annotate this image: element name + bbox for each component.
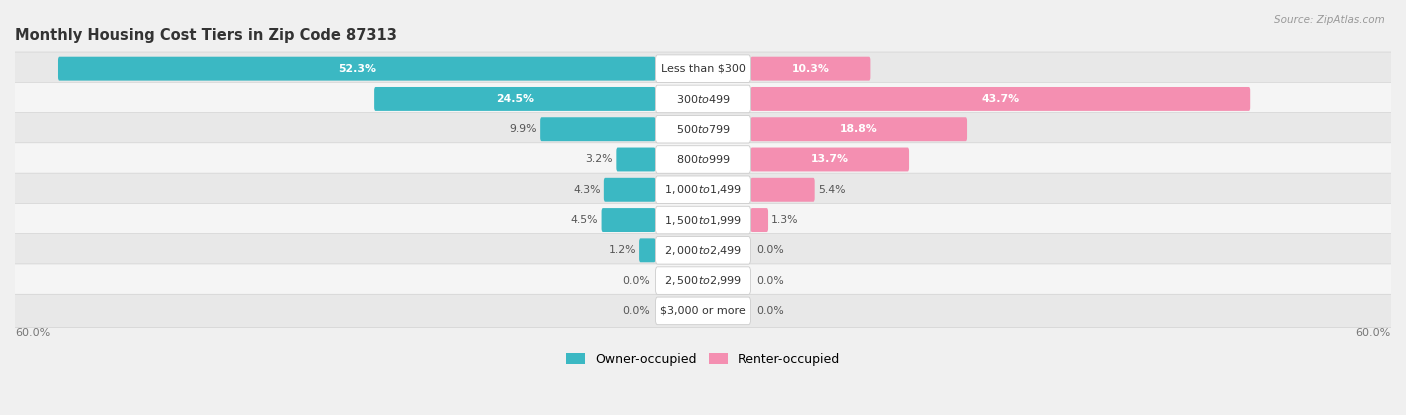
Text: 5.4%: 5.4%	[818, 185, 845, 195]
Text: 1.2%: 1.2%	[609, 245, 636, 255]
Text: 0.0%: 0.0%	[621, 276, 650, 286]
FancyBboxPatch shape	[14, 264, 1392, 297]
FancyBboxPatch shape	[616, 148, 655, 171]
FancyBboxPatch shape	[14, 52, 1392, 85]
FancyBboxPatch shape	[655, 206, 751, 234]
Text: 18.8%: 18.8%	[839, 124, 877, 134]
Text: $2,000 to $2,499: $2,000 to $2,499	[664, 244, 742, 257]
Text: $300 to $499: $300 to $499	[675, 93, 731, 105]
Legend: Owner-occupied, Renter-occupied: Owner-occupied, Renter-occupied	[561, 348, 845, 371]
Text: $800 to $999: $800 to $999	[675, 154, 731, 166]
FancyBboxPatch shape	[374, 87, 655, 111]
Text: 3.2%: 3.2%	[586, 154, 613, 164]
FancyBboxPatch shape	[14, 203, 1392, 237]
Text: 13.7%: 13.7%	[811, 154, 849, 164]
FancyBboxPatch shape	[655, 237, 751, 264]
FancyBboxPatch shape	[655, 115, 751, 143]
Text: 0.0%: 0.0%	[756, 245, 785, 255]
Text: 24.5%: 24.5%	[496, 94, 534, 104]
FancyBboxPatch shape	[540, 117, 655, 141]
Text: $2,500 to $2,999: $2,500 to $2,999	[664, 274, 742, 287]
Text: 60.0%: 60.0%	[1355, 328, 1391, 338]
FancyBboxPatch shape	[14, 112, 1392, 146]
FancyBboxPatch shape	[640, 238, 655, 262]
Text: $1,500 to $1,999: $1,500 to $1,999	[664, 214, 742, 227]
Text: 0.0%: 0.0%	[621, 306, 650, 316]
Text: Less than $300: Less than $300	[661, 63, 745, 74]
FancyBboxPatch shape	[655, 176, 751, 203]
FancyBboxPatch shape	[603, 178, 655, 202]
FancyBboxPatch shape	[14, 143, 1392, 176]
FancyBboxPatch shape	[655, 297, 751, 325]
FancyBboxPatch shape	[14, 173, 1392, 206]
FancyBboxPatch shape	[655, 267, 751, 294]
FancyBboxPatch shape	[751, 208, 768, 232]
Text: 0.0%: 0.0%	[756, 306, 785, 316]
FancyBboxPatch shape	[14, 234, 1392, 267]
Text: 1.3%: 1.3%	[772, 215, 799, 225]
FancyBboxPatch shape	[14, 82, 1392, 116]
FancyBboxPatch shape	[655, 85, 751, 113]
FancyBboxPatch shape	[751, 117, 967, 141]
FancyBboxPatch shape	[751, 57, 870, 81]
Text: $500 to $799: $500 to $799	[675, 123, 731, 135]
Text: 0.0%: 0.0%	[756, 276, 785, 286]
FancyBboxPatch shape	[751, 148, 910, 171]
Text: Source: ZipAtlas.com: Source: ZipAtlas.com	[1274, 15, 1385, 24]
FancyBboxPatch shape	[655, 146, 751, 173]
FancyBboxPatch shape	[751, 87, 1250, 111]
Text: $3,000 or more: $3,000 or more	[661, 306, 745, 316]
Text: 60.0%: 60.0%	[15, 328, 51, 338]
FancyBboxPatch shape	[751, 178, 814, 202]
Text: $1,000 to $1,499: $1,000 to $1,499	[664, 183, 742, 196]
FancyBboxPatch shape	[14, 294, 1392, 327]
FancyBboxPatch shape	[655, 55, 751, 83]
Text: 4.3%: 4.3%	[574, 185, 600, 195]
Text: 10.3%: 10.3%	[792, 63, 830, 74]
FancyBboxPatch shape	[58, 57, 655, 81]
Text: 4.5%: 4.5%	[571, 215, 599, 225]
Text: 43.7%: 43.7%	[981, 94, 1019, 104]
Text: 9.9%: 9.9%	[509, 124, 537, 134]
Text: 52.3%: 52.3%	[337, 63, 375, 74]
FancyBboxPatch shape	[602, 208, 655, 232]
Text: Monthly Housing Cost Tiers in Zip Code 87313: Monthly Housing Cost Tiers in Zip Code 8…	[15, 28, 396, 43]
